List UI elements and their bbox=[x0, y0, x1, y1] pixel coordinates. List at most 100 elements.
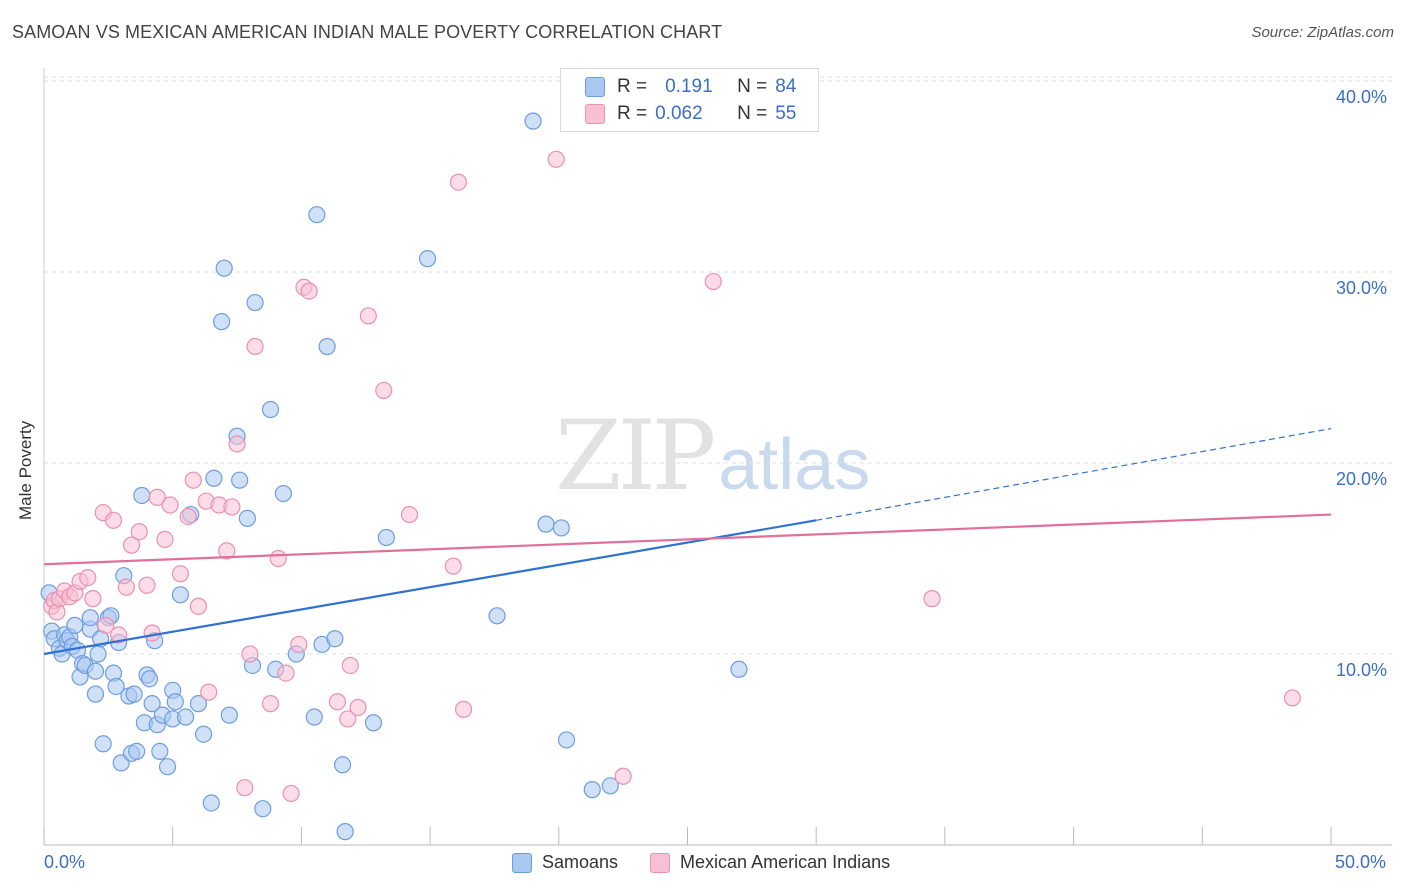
samoan-point bbox=[128, 742, 146, 761]
samoan-point bbox=[488, 607, 506, 625]
y-axis-label: Male Poverty bbox=[16, 420, 35, 520]
samoan-point bbox=[418, 250, 437, 268]
zipatlas-watermark: ZIPatlas bbox=[555, 400, 870, 512]
samoan-point bbox=[171, 586, 190, 604]
legend-r-value: 0.191 bbox=[665, 76, 713, 97]
correlation-legend: R = 0.191 N = 84 R = 0.062 N = 55 bbox=[560, 68, 819, 132]
samoan-point bbox=[730, 660, 748, 678]
chart-title: SAMOAN VS MEXICAN AMERICAN INDIAN MALE P… bbox=[12, 22, 723, 42]
mexican-point bbox=[104, 511, 123, 529]
mexican-point bbox=[200, 683, 218, 701]
chart-source: Source: ZipAtlas.com bbox=[1251, 24, 1394, 41]
samoan-point bbox=[557, 731, 576, 749]
mexican-swatch bbox=[650, 852, 671, 873]
samoan-point bbox=[213, 313, 231, 331]
series-legend-mexican[interactable]: Mexican American Indians bbox=[650, 852, 890, 873]
mexican-point bbox=[269, 549, 287, 568]
samoan-point bbox=[215, 259, 233, 277]
samoan-point bbox=[86, 662, 105, 680]
samoan-point bbox=[189, 695, 208, 713]
legend-r-label: R = bbox=[617, 103, 648, 124]
series-legend: Samoans Mexican American Indians bbox=[512, 852, 922, 873]
mexican-point bbox=[400, 505, 419, 524]
mexican-point bbox=[261, 695, 280, 713]
samoans-swatch bbox=[512, 852, 532, 873]
mexican-trend-line bbox=[43, 513, 1332, 566]
mexican-point bbox=[143, 624, 161, 642]
samoan-point bbox=[176, 708, 195, 726]
samoan-point bbox=[583, 781, 601, 799]
mexican-point bbox=[339, 710, 357, 728]
mexican-point bbox=[300, 282, 318, 300]
legend-n-label: N = bbox=[737, 76, 768, 97]
mexican-point bbox=[349, 698, 367, 717]
mexican-point bbox=[79, 568, 97, 587]
mexican-point bbox=[614, 767, 632, 785]
samoan-point bbox=[81, 609, 99, 627]
legend-swatch-mexican bbox=[585, 104, 605, 124]
mexican-point bbox=[923, 590, 941, 608]
samoan-point bbox=[220, 706, 238, 724]
y-tick-label-20: 20.0% bbox=[1336, 469, 1388, 489]
mexican-point bbox=[341, 656, 359, 675]
legend-r-label: R = bbox=[617, 76, 648, 97]
samoan-point bbox=[274, 484, 292, 503]
watermark-zip: ZIP bbox=[555, 400, 716, 512]
mexican-point bbox=[375, 381, 393, 400]
mexican-point bbox=[122, 536, 141, 554]
mexican-point bbox=[184, 471, 202, 489]
mexican-point bbox=[156, 530, 174, 549]
samoan-point bbox=[601, 777, 619, 795]
samoan-point bbox=[377, 528, 395, 547]
mexican-point bbox=[328, 693, 347, 711]
mexican-point bbox=[241, 645, 259, 663]
mexican-point bbox=[444, 557, 462, 575]
mexican-point bbox=[189, 597, 208, 615]
y-axis-label-wrap: Male Poverty bbox=[16, 421, 36, 640]
samoan-point bbox=[140, 670, 159, 688]
samoan-point bbox=[524, 112, 542, 130]
samoan-point bbox=[205, 469, 223, 487]
mexican-point bbox=[97, 616, 115, 634]
mexican-point bbox=[138, 576, 156, 594]
mexican-point bbox=[359, 307, 377, 325]
mexican-point bbox=[704, 272, 722, 291]
samoan-trend-line bbox=[43, 519, 817, 656]
mexican-point bbox=[117, 578, 135, 596]
x-tick-label-min: 0.0% bbox=[44, 852, 86, 872]
samoan-point bbox=[133, 486, 151, 505]
samoan-point bbox=[318, 337, 336, 356]
mexican-point bbox=[449, 173, 468, 191]
mexican-point bbox=[110, 626, 128, 644]
mexican-point bbox=[547, 150, 565, 168]
mexican-point bbox=[290, 635, 308, 654]
samoan-point bbox=[202, 794, 220, 812]
mexican-point bbox=[171, 565, 190, 583]
mexican-point bbox=[223, 498, 241, 516]
samoan-point bbox=[86, 685, 105, 703]
samoan-point bbox=[305, 708, 323, 726]
legend-swatch-samoans bbox=[585, 77, 605, 97]
legend-row-mexican: R = 0.062 N = 55 bbox=[585, 101, 796, 127]
series-legend-samoans[interactable]: Samoans bbox=[512, 852, 618, 873]
samoan-point bbox=[151, 742, 169, 761]
samoan-point bbox=[158, 758, 177, 776]
samoan-point bbox=[333, 756, 352, 774]
samoan-point bbox=[254, 800, 272, 818]
mexican-point bbox=[246, 337, 264, 356]
mexican-point bbox=[277, 664, 295, 682]
samoan-point bbox=[537, 515, 555, 533]
samoan-point bbox=[89, 645, 107, 663]
y-tick-label-30: 30.0% bbox=[1336, 278, 1388, 298]
samoan-point bbox=[238, 509, 256, 527]
samoan-point bbox=[143, 695, 161, 713]
legend-n-label: N = bbox=[737, 103, 768, 124]
samoan-point bbox=[336, 823, 354, 841]
mexican-label: Mexican American Indians bbox=[680, 852, 891, 872]
mexican-point bbox=[161, 496, 179, 514]
samoan-point bbox=[308, 206, 326, 224]
watermark-atlas: atlas bbox=[718, 425, 871, 505]
samoan-point bbox=[552, 519, 570, 537]
samoan-point bbox=[166, 693, 184, 711]
